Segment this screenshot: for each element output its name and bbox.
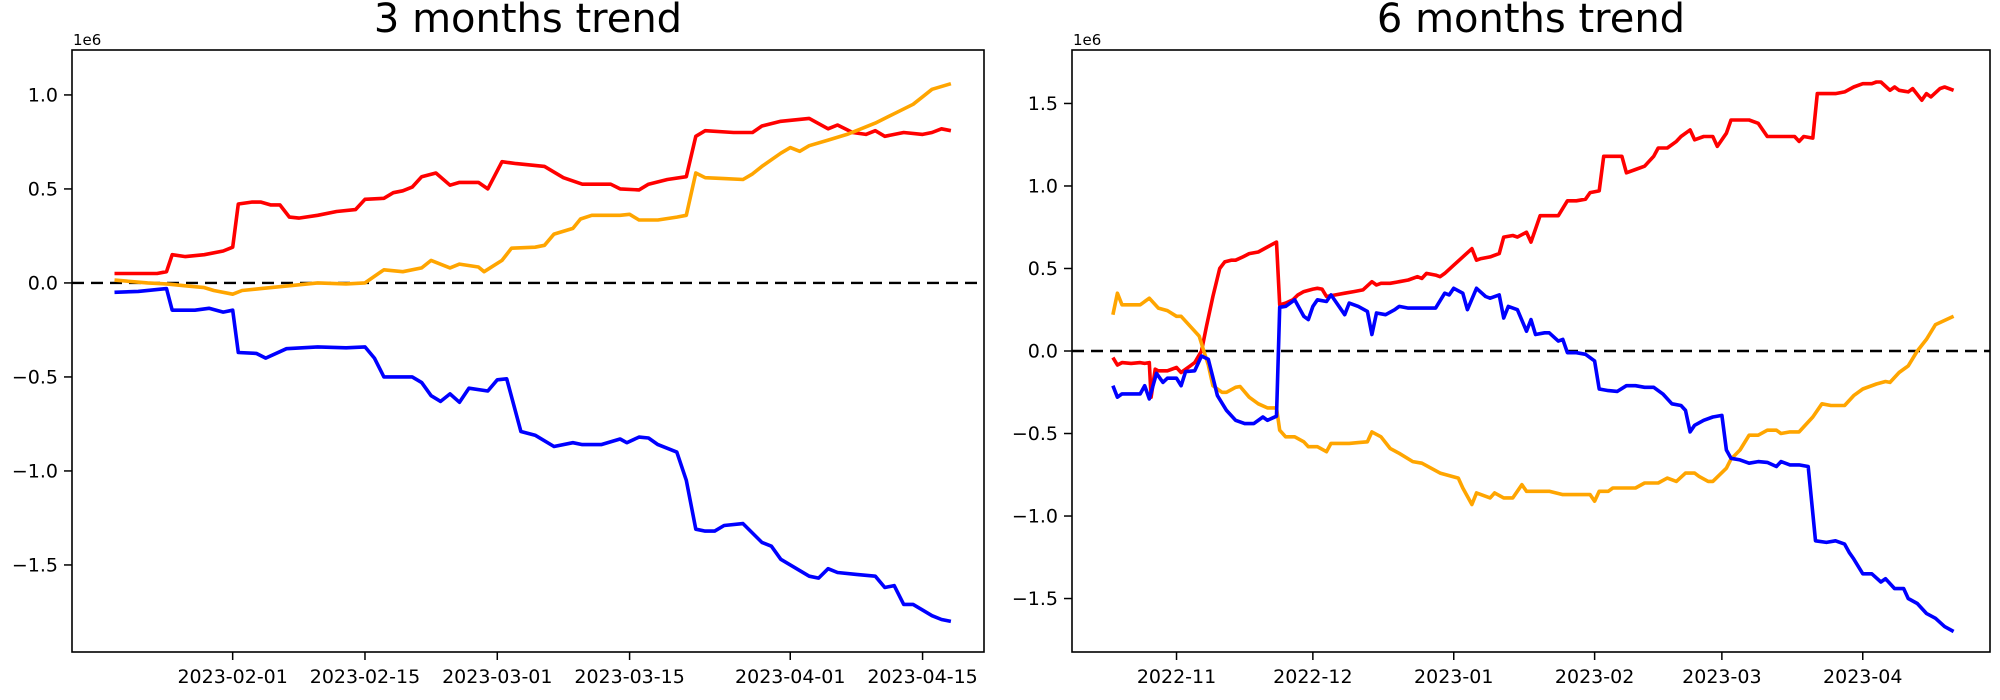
y-tick-label: −1.5 — [12, 554, 58, 576]
x-tick-label: 2023-04-01 — [735, 666, 845, 688]
y-tick-label: 1.0 — [28, 84, 58, 106]
x-tick-label: 2023-02-15 — [310, 666, 420, 688]
x-tick-label: 2023-02 — [1555, 666, 1634, 688]
series-line-blue — [1111, 286, 1955, 634]
y-tick-label: 1.0 — [1028, 175, 1058, 197]
y-axis-offset-label-6m: 1e6 — [1073, 31, 1102, 49]
x-tick-label: 2022-11 — [1137, 666, 1216, 688]
chart-6m-canvas: 2022-11 2022-12 2023-01 2023-02 2023-03 2023-… — [1012, 49, 1991, 688]
y-tick-label: −1.0 — [12, 460, 58, 482]
chart-title-6m: 6 months trend — [1376, 0, 1686, 42]
series-line-red — [114, 116, 952, 276]
y-tick-label: 0.0 — [1028, 341, 1058, 363]
x-tick-label: 2023-03-15 — [574, 666, 684, 688]
plot-spines — [71, 49, 985, 653]
x-tick-label: 2022-12 — [1273, 666, 1352, 688]
x-tick-label: 2023-04-15 — [867, 666, 977, 688]
y-tick-label: −1.5 — [1012, 588, 1058, 610]
y-tick-label: 0.0 — [28, 272, 58, 294]
chart-3m-canvas: 2023-02-01 2023-02-15 2023-03-01 2023-03-15… — [12, 49, 985, 688]
y-tick-label: −0.5 — [12, 366, 58, 388]
x-tick-label: 2023-01 — [1414, 666, 1493, 688]
y-axis-offset-label-3m: 1e6 — [73, 31, 102, 49]
y-tick-label: 0.5 — [1028, 258, 1058, 280]
x-tick-label: 2023-03-01 — [442, 666, 552, 688]
y-tick-label: 1.5 — [1028, 93, 1058, 115]
x-tick-label: 2023-04 — [1823, 666, 1902, 688]
x-tick-label: 2023-02-01 — [177, 666, 287, 688]
y-tick-label: −1.0 — [1012, 506, 1058, 528]
y-tick-label: −0.5 — [1012, 423, 1058, 445]
series-line-orange — [1111, 291, 1955, 507]
series-line-orange — [114, 81, 952, 297]
y-tick-label: 0.5 — [28, 178, 58, 200]
x-tick-label: 2023-03 — [1682, 666, 1761, 688]
plot-spines — [1071, 49, 1991, 653]
chart-title-3m: 3 months trend — [373, 0, 683, 42]
series-line-blue — [114, 286, 952, 624]
series-line-red — [1111, 80, 1955, 400]
